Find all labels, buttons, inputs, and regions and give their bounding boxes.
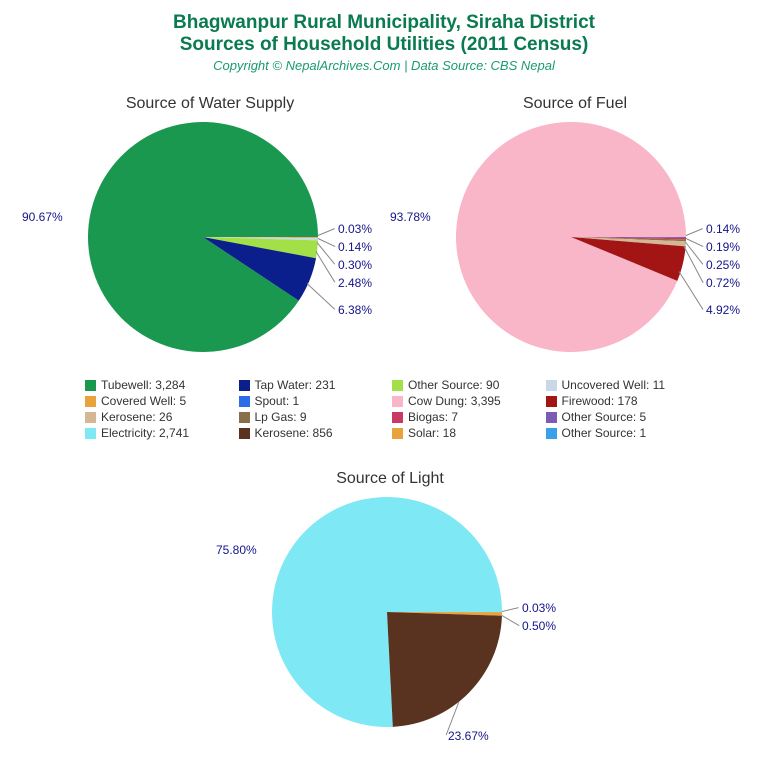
- legend-item: Electricity: 2,741: [85, 426, 235, 440]
- legend-label: Firewood: 178: [562, 394, 638, 408]
- light-label-3: 23.67%: [448, 729, 489, 743]
- legend-item: Firewood: 178: [546, 394, 696, 408]
- legend-label: Biogas: 7: [408, 410, 458, 424]
- legend-swatch: [239, 380, 250, 391]
- water-label-4: 2.48%: [338, 276, 372, 290]
- legend-item: Cow Dung: 3,395: [392, 394, 542, 408]
- legend-item: Uncovered Well: 11: [546, 378, 696, 392]
- fuel-label-3: 0.25%: [706, 258, 740, 272]
- legend-swatch: [392, 380, 403, 391]
- legend-label: Other Source: 90: [408, 378, 499, 392]
- legend-swatch: [392, 428, 403, 439]
- legend-swatch: [239, 412, 250, 423]
- legend-item: Other Source: 1: [546, 426, 696, 440]
- water-label-5: 6.38%: [338, 303, 372, 317]
- water-pie-chart: [88, 122, 318, 357]
- legend-label: Other Source: 5: [562, 410, 647, 424]
- fuel-label-5: 4.92%: [706, 303, 740, 317]
- copyright-text: Copyright © NepalArchives.Com | Data Sou…: [0, 58, 768, 73]
- legend-label: Lp Gas: 9: [255, 410, 307, 424]
- legend-label: Electricity: 2,741: [101, 426, 189, 440]
- legend-swatch: [546, 428, 557, 439]
- fuel-pie-chart: [456, 122, 686, 357]
- legend-swatch: [239, 428, 250, 439]
- legend-swatch: [85, 380, 96, 391]
- legend-label: Kerosene: 26: [101, 410, 172, 424]
- fuel-label-2: 0.19%: [706, 240, 740, 254]
- legend-swatch: [85, 396, 96, 407]
- legend-label: Cow Dung: 3,395: [408, 394, 501, 408]
- legend-label: Tap Water: 231: [255, 378, 336, 392]
- legend-swatch: [546, 412, 557, 423]
- legend-label: Spout: 1: [255, 394, 300, 408]
- fuel-label-main: 93.78%: [390, 210, 431, 224]
- legend-item: Spout: 1: [239, 394, 389, 408]
- legend-item: Lp Gas: 9: [239, 410, 389, 424]
- legend-label: Other Source: 1: [562, 426, 647, 440]
- legend-item: Covered Well: 5: [85, 394, 235, 408]
- title-block: Bhagwanpur Rural Municipality, Siraha Di…: [0, 0, 768, 73]
- light-label-main: 75.80%: [216, 543, 257, 557]
- legend-swatch: [392, 412, 403, 423]
- legend-item: Other Source: 5: [546, 410, 696, 424]
- legend-item: Biogas: 7: [392, 410, 542, 424]
- legend-swatch: [239, 396, 250, 407]
- light-label-1: 0.03%: [522, 601, 556, 615]
- legend-swatch: [85, 412, 96, 423]
- fuel-label-1: 0.14%: [706, 222, 740, 236]
- legend-swatch: [85, 428, 96, 439]
- legend-item: Other Source: 90: [392, 378, 542, 392]
- legend-swatch: [392, 396, 403, 407]
- water-label-2: 0.14%: [338, 240, 372, 254]
- water-label-3: 0.30%: [338, 258, 372, 272]
- light-pie-chart: [272, 497, 502, 732]
- fuel-chart-title: Source of Fuel: [460, 95, 690, 113]
- water-label-main: 90.67%: [22, 210, 63, 224]
- legend-swatch: [546, 380, 557, 391]
- legend-item: Tubewell: 3,284: [85, 378, 235, 392]
- legend-label: Covered Well: 5: [101, 394, 186, 408]
- legend-item: Tap Water: 231: [239, 378, 389, 392]
- water-chart-title: Source of Water Supply: [85, 95, 335, 113]
- light-chart-title: Source of Light: [290, 470, 490, 488]
- legend-item: Solar: 18: [392, 426, 542, 440]
- legend-label: Tubewell: 3,284: [101, 378, 185, 392]
- fuel-label-4: 0.72%: [706, 276, 740, 290]
- water-label-1: 0.03%: [338, 222, 372, 236]
- light-label-2: 0.50%: [522, 619, 556, 633]
- sub-title: Sources of Household Utilities (2011 Cen…: [0, 34, 768, 56]
- legend-swatch: [546, 396, 557, 407]
- legend-item: Kerosene: 856: [239, 426, 389, 440]
- legend-item: Kerosene: 26: [85, 410, 235, 424]
- legend-label: Kerosene: 856: [255, 426, 333, 440]
- legend-label: Solar: 18: [408, 426, 456, 440]
- main-title: Bhagwanpur Rural Municipality, Siraha Di…: [0, 12, 768, 34]
- legend-label: Uncovered Well: 11: [562, 378, 666, 392]
- legend: Tubewell: 3,284 Tap Water: 231 Other Sourc…: [85, 378, 695, 440]
